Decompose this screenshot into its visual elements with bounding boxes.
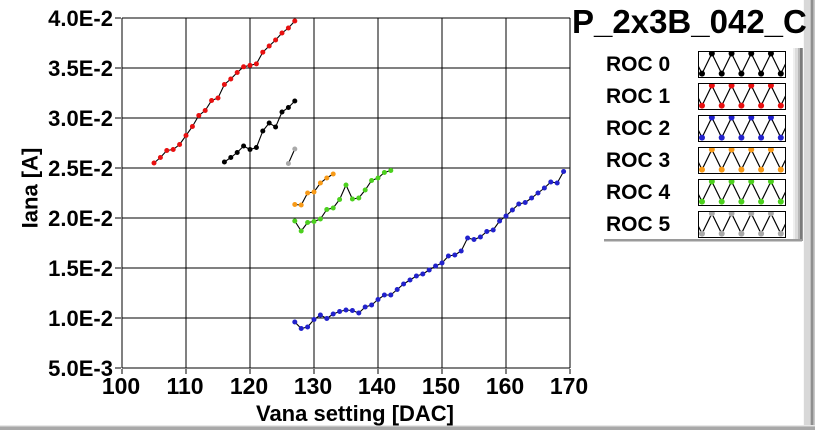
svg-text:130: 130 [294, 373, 332, 399]
svg-text:ROC 0: ROC 0 [606, 53, 670, 76]
svg-text:4.0E-2: 4.0E-2 [48, 6, 113, 31]
svg-text:120: 120 [230, 373, 268, 399]
svg-text:150: 150 [422, 373, 460, 399]
svg-text:Iana [A]: Iana [A] [18, 148, 43, 229]
svg-text:ROC 5: ROC 5 [606, 213, 671, 236]
svg-text:110: 110 [166, 373, 203, 399]
svg-text:ROC 2: ROC 2 [606, 117, 670, 140]
svg-text:ROC 3: ROC 3 [606, 149, 670, 172]
svg-text:2.5E-2: 2.5E-2 [48, 156, 113, 181]
svg-text:ROC 4: ROC 4 [606, 181, 671, 204]
svg-text:1.0E-2: 1.0E-2 [48, 306, 113, 331]
svg-text:1.5E-2: 1.5E-2 [48, 256, 113, 281]
svg-text:ROC 1: ROC 1 [606, 85, 671, 108]
svg-text:5.0E-3: 5.0E-3 [48, 356, 113, 381]
svg-text:Vana setting [DAC]: Vana setting [DAC] [256, 401, 454, 426]
svg-text:P_2x3B_042_C: P_2x3B_042_C [572, 3, 807, 40]
svg-text:160: 160 [486, 373, 524, 399]
svg-text:2.0E-2: 2.0E-2 [48, 206, 113, 231]
svg-text:140: 140 [358, 373, 396, 399]
svg-text:100: 100 [102, 373, 140, 399]
svg-text:170: 170 [550, 373, 588, 399]
svg-text:3.0E-2: 3.0E-2 [48, 106, 113, 131]
svg-text:3.5E-2: 3.5E-2 [48, 56, 113, 81]
